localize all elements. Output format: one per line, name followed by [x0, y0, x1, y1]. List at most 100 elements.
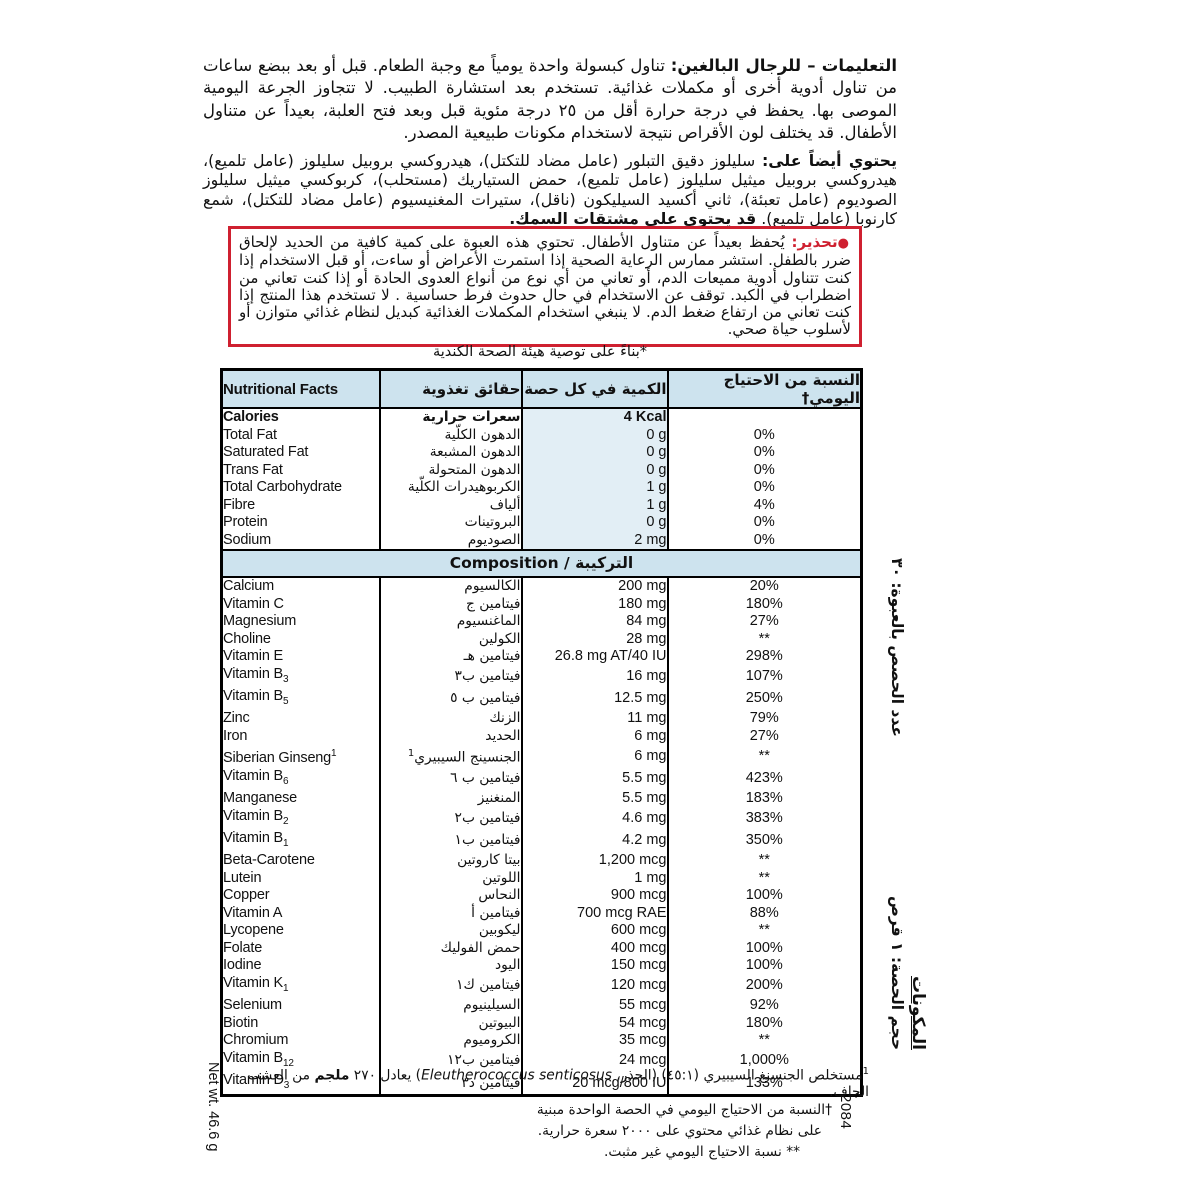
table-row: Vitamin B3 فيتامين ب٣ 16 mg 107%: [222, 665, 862, 688]
nutrient-name-ar: الدهون المتحولة: [378, 461, 522, 479]
nutrient-name-en: Vitamin B2: [223, 807, 289, 827]
nutrient-name-en: Vitamin E: [223, 648, 283, 664]
amount-per-serving: 2 mg: [520, 531, 668, 550]
footnote1-mid: ) يعادل ٢٧٠: [349, 1067, 422, 1084]
latin-species-name: Eleutherococcus senticosus: [421, 1067, 612, 1084]
also-contains-paragraph: يحتوي أيضاً على: سليلوز دقيق التبلور (عا…: [203, 151, 897, 229]
daily-value-percent: 298%: [666, 648, 862, 666]
daily-value-footnotes: †النسبة من الاحتياج اليومي في الحصة الوا…: [420, 1100, 832, 1163]
nutrient-name-ar: الصوديوم: [378, 531, 522, 550]
table-row: Calories سعرات حرارية 4 Kcal: [222, 408, 862, 427]
nutrition-facts-table: Nutritional Facts حقائق تغذوية الكمية في…: [220, 368, 863, 1098]
nutrient-name-en: Saturated Fat: [223, 444, 309, 460]
amount-per-serving: 84 mg: [520, 613, 668, 631]
nutrient-name-en: Choline: [223, 630, 271, 647]
nutrient-name-ar: فيتامين ب ٥: [378, 687, 522, 711]
fish-derivatives-note: قد يحتوي على مشتقات السمك.: [509, 209, 757, 229]
table-row: Biotin البيوتين 54 mcg 180%: [222, 1014, 862, 1033]
nutrient-name-ar: الجنسينج السيبيري1: [378, 745, 522, 768]
nutrient-name-en: Biotin: [223, 1014, 259, 1031]
side-panel: المكونات حجم الحصة: ١ قرص عدد الحصص بالع…: [888, 558, 928, 1050]
nutrient-name-ar: فيتامين ب٢: [378, 807, 522, 830]
nutrient-name-en: Vitamin B5: [223, 687, 289, 707]
daily-value-percent: **: [666, 922, 862, 940]
amount-per-serving: 54 mcg: [520, 1014, 668, 1033]
nutrient-name-en: Copper: [223, 887, 270, 904]
health-canada-note: *بناءً على توصية هيئة الصحة الكندية: [432, 344, 648, 360]
serving-size: حجم الحصة: ١ قرص: [888, 896, 906, 1050]
amount-per-serving: 1,200 mcg: [520, 852, 668, 870]
daily-value-percent: [666, 408, 862, 427]
nutrient-name-en: Vitamin D3: [223, 1072, 290, 1091]
warning-label: تحذير:: [791, 233, 838, 251]
table-row: Sodium الصوديوم 2 mg 0%: [222, 531, 862, 550]
footnote1-mg: ملجم: [314, 1067, 350, 1084]
table-row: Vitamin B1 فيتامين ب١ 4.2 mg 350%: [222, 829, 862, 853]
table-row: Trans Fat الدهون المتحولة 0 g 0%: [222, 461, 862, 479]
amount-per-serving: 120 mcg: [520, 974, 668, 998]
nutrient-name-ar: الدهون المشبعة: [378, 444, 522, 462]
warning-box: ●تحذير: يُحفظ بعيداً عن متناول الأطفال. …: [228, 226, 862, 347]
nutrient-name-ar: فيتامين ب١٢: [378, 1049, 522, 1073]
nutrient-name-ar: الزنك: [378, 710, 522, 728]
daily-value-percent: 107%: [666, 665, 862, 688]
amount-per-serving: 700 mcg RAE: [520, 904, 668, 923]
nutrient-name-ar: المنغنيز: [378, 790, 522, 808]
daily-value-percent: 0%: [666, 461, 862, 479]
amount-per-serving: 4.6 mg: [520, 807, 668, 830]
nutrient-name-ar: البيوتين: [378, 1014, 522, 1033]
nutrient-name-en: Total Fat: [223, 426, 277, 443]
table-row: Vitamin K1 فيتامين ك١ 120 mcg 200%: [222, 974, 862, 998]
table-row: Folate حمض الفوليك 400 mcg 100%: [222, 939, 862, 958]
table-row: Choline الكولين 28 mg **: [222, 630, 862, 648]
nutrient-name-en: Vitamin A: [223, 904, 283, 921]
header-nutritional-facts: Nutritional Facts: [221, 369, 380, 409]
daily-value-percent: 250%: [666, 687, 862, 711]
nutrient-name-en: Iron: [223, 727, 248, 744]
daily-value-percent: 180%: [666, 1014, 862, 1033]
nutrient-name-en: Manganese: [223, 790, 297, 806]
nutrient-name-ar: البروتينات: [378, 514, 522, 532]
nutrient-name-en: Siberian Ginseng1: [223, 748, 337, 767]
amount-per-serving: 4 Kcal: [520, 408, 668, 427]
nutrient-name-ar: فيتامين هـ: [378, 648, 522, 666]
ingredients-title: المكونات: [908, 975, 928, 1050]
composition-section-title: Composition / التركيبة: [221, 549, 862, 578]
table-row: Copper النحاس 900 mcg 100%: [222, 887, 862, 905]
amount-per-serving: 1 g: [520, 496, 668, 514]
nutrient-name-ar: سعرات حرارية: [378, 408, 522, 427]
nutrient-name-ar: الماغنسيوم: [378, 613, 522, 631]
amount-per-serving: 24 mcg: [520, 1049, 668, 1073]
nutrient-name-ar: الكروميوم: [378, 1032, 522, 1050]
table-row: Vitamin B5 فيتامين ب ٥ 12.5 mg 250%: [222, 687, 862, 711]
table-row: Vitamin C فيتامين ج 180 mg 180%: [222, 595, 862, 613]
table-row: Protein البروتينات 0 g 0%: [222, 514, 862, 532]
daily-value-percent: 27%: [666, 613, 862, 631]
also-contains-lead: يحتوي أيضاً على:: [761, 150, 897, 170]
daily-value-percent: **: [666, 1032, 862, 1050]
net-weight: Net wt. 46.6 g: [205, 1062, 221, 1152]
daily-value-percent: 92%: [666, 997, 862, 1015]
instructions-text: تناول كبسولة واحدة يومياً مع وجبة الطعام…: [203, 55, 897, 143]
nutrient-name-en: Vitamin K1: [223, 974, 289, 994]
table-row: Lycopene ليكوبين 600 mcg **: [222, 922, 862, 940]
nutrient-name-en: Lycopene: [223, 922, 284, 939]
daily-value-percent: 0%: [666, 479, 862, 497]
nutrient-name-ar: فيتامين ب٣: [378, 665, 522, 688]
footnote1-marker: 1: [862, 1066, 869, 1077]
nutrient-name-ar: السيلينيوم: [378, 997, 522, 1015]
nutrient-name-en: Fibre: [223, 496, 256, 513]
composition-rows: Calcium الكالسيوم 200 mg 20% Vitamin C فيتامي…: [222, 577, 862, 1096]
daily-value-percent: 100%: [666, 887, 862, 905]
table-row: Manganese المنغنيز 5.5 mg 183%: [222, 790, 862, 808]
daily-value-percent: 133%: [666, 1072, 862, 1096]
amount-per-serving: 1 mg: [520, 869, 668, 888]
nutrient-name-ar: ليكوبين: [378, 922, 522, 940]
nutrient-name-en: Vitamin B1: [223, 829, 289, 849]
asterisks-footnote: ** نسبة الاحتياج اليومي غير مثبت.: [604, 1144, 800, 1160]
nutrient-name-en: Magnesium: [223, 613, 297, 629]
nutrient-name-ar: الكربوهيدرات الكلّية: [378, 479, 522, 497]
nutrient-name-en: Calories: [223, 409, 279, 425]
daily-value-percent: **: [666, 852, 862, 870]
